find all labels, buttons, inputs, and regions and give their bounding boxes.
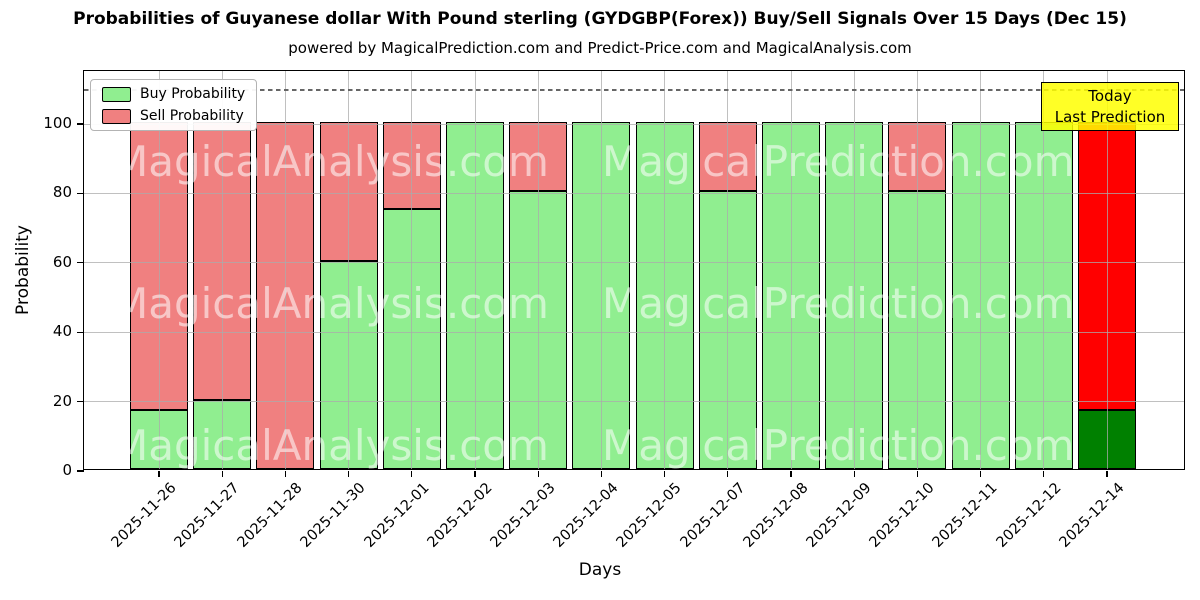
x-gridline: [537, 71, 539, 469]
today-annotation-line2: Last Prediction: [1054, 107, 1166, 126]
x-tick: [600, 471, 603, 477]
y-tick: [77, 192, 84, 195]
x-tick: [979, 471, 982, 477]
x-tick: [158, 471, 160, 477]
x-gridline: [1106, 71, 1108, 469]
x-gridline: [790, 71, 792, 469]
x-gridline: [411, 71, 413, 469]
today-annotation-line1: Today: [1088, 86, 1132, 105]
x-tick-label-text: 2025-12-10: [866, 480, 938, 551]
x-tick: [790, 471, 792, 477]
y-gridline: [84, 401, 1184, 403]
x-tick-label-text: 2025-12-05: [613, 480, 685, 551]
x-tick: [916, 471, 919, 477]
y-tick-label: 80: [52, 183, 72, 202]
buy-swatch-icon: [102, 86, 131, 102]
y-gridline: [84, 331, 1184, 333]
x-tick-label-text: 2025-12-03: [487, 480, 559, 551]
x-tick: [347, 471, 350, 477]
y-tick-label: 20: [52, 391, 72, 410]
x-tick-label-text: 2025-12-01: [361, 480, 433, 551]
legend-label-sell: Sell Probability: [140, 108, 244, 124]
x-tick: [1106, 471, 1108, 477]
chart-title: Probabilities of Guyanese dollar With Po…: [73, 9, 1127, 29]
y-tick-label: 40: [52, 322, 72, 341]
today-annotation: Today Last Prediction: [1041, 82, 1179, 131]
x-gridline: [474, 71, 476, 469]
x-tick: [1043, 471, 1045, 477]
x-tick: [727, 471, 729, 477]
y-tick-label: 100: [43, 114, 72, 132]
x-tick-label-text: 2025-11-27: [171, 480, 243, 551]
x-tick: [853, 471, 855, 477]
x-gridline: [221, 71, 223, 469]
x-gridline: [853, 71, 855, 469]
y-tick: [77, 400, 84, 403]
x-tick-label-text: 2025-12-02: [424, 480, 496, 551]
y-tick: [77, 331, 84, 333]
dashed-threshold-line: [84, 89, 1184, 91]
x-tick: [221, 471, 223, 477]
x-tick: [474, 471, 476, 477]
legend-label-buy: Buy Probability: [140, 86, 246, 102]
y-tick-label: 60: [52, 252, 72, 271]
x-gridline: [284, 71, 286, 469]
x-gridline: [664, 71, 666, 469]
x-tick-label-text: 2025-12-08: [740, 480, 812, 551]
x-tick-label-text: 2025-12-14: [1056, 480, 1128, 551]
x-tick: [663, 471, 666, 477]
x-gridline: [1043, 71, 1045, 469]
legend: Buy Probability Sell Probability: [90, 79, 258, 131]
x-gridline: [916, 71, 918, 469]
y-tick: [77, 123, 84, 125]
x-tick-label-text: 2025-12-12: [993, 480, 1065, 551]
y-tick-label: 0: [62, 461, 72, 479]
x-gridline: [158, 71, 160, 469]
y-gridline: [84, 192, 1184, 194]
x-axis-label: Days: [578, 560, 622, 580]
sell-swatch-icon: [102, 108, 131, 124]
y-axis-label: Probability: [13, 225, 33, 315]
legend-entry-buy: Buy Probability: [102, 86, 245, 102]
x-gridline: [727, 71, 729, 469]
x-tick-label-text: 2025-11-26: [108, 480, 180, 551]
x-tick-label-text: 2025-12-04: [550, 480, 622, 551]
x-tick: [284, 471, 287, 477]
x-tick-label-text: 2025-12-09: [803, 480, 875, 551]
x-gridline: [348, 71, 350, 469]
y-tick: [77, 262, 84, 264]
x-gridline: [600, 71, 602, 469]
x-tick-label-text: 2025-11-28: [234, 480, 306, 551]
x-gridline: [980, 71, 982, 469]
x-tick-label-text: 2025-12-11: [929, 480, 1001, 551]
x-tick: [411, 471, 413, 477]
y-tick: [77, 470, 84, 472]
x-tick-label-text: 2025-11-30: [297, 480, 369, 551]
y-gridline: [84, 123, 1184, 125]
chart-subtitle: powered by MagicalPrediction.com and Pre…: [288, 39, 912, 57]
y-gridline: [84, 262, 1184, 264]
x-tick-label-text: 2025-12-07: [677, 480, 749, 551]
legend-entry-sell: Sell Probability: [102, 108, 245, 124]
x-tick: [537, 471, 539, 477]
plot-area: Buy Probability Sell Probability Today L…: [43, 70, 1185, 551]
